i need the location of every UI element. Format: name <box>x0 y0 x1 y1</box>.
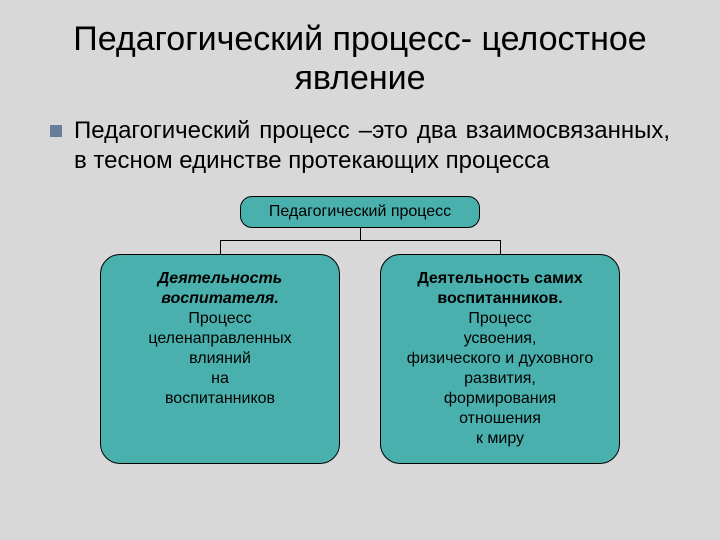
diagram-children: Деятельность воспитателя. Процессцеленап… <box>80 254 640 464</box>
left-box-body: Процессцеленаправленныхвлиянийнавоспитан… <box>111 309 329 409</box>
bullet-item: Педагогический процесс –это два взаимосв… <box>40 116 680 176</box>
diagram: Педагогический процесс Деятельность восп… <box>80 196 640 464</box>
slide-title: Педагогический процесс- целостное явлени… <box>40 20 680 98</box>
diagram-left-box: Деятельность воспитателя. Процессцеленап… <box>100 254 340 464</box>
connector-drop-right <box>500 240 501 254</box>
right-box-body: Процессусвоения,физического и духовногор… <box>391 309 609 449</box>
diagram-right-box: Деятельность самих воспитанников. Процес… <box>380 254 620 464</box>
diagram-connectors <box>80 228 640 254</box>
slide: Педагогический процесс- целостное явлени… <box>0 0 720 540</box>
left-box-heading: Деятельность воспитателя. <box>111 269 329 309</box>
connector-stem <box>360 228 361 240</box>
diagram-root-box: Педагогический процесс <box>240 196 480 228</box>
connector-drop-left <box>220 240 221 254</box>
bullet-text: Педагогический процесс –это два взаимосв… <box>74 116 670 176</box>
right-box-heading: Деятельность самих воспитанников. <box>391 269 609 309</box>
connector-hbar <box>220 240 500 241</box>
bullet-square-icon <box>50 125 62 137</box>
